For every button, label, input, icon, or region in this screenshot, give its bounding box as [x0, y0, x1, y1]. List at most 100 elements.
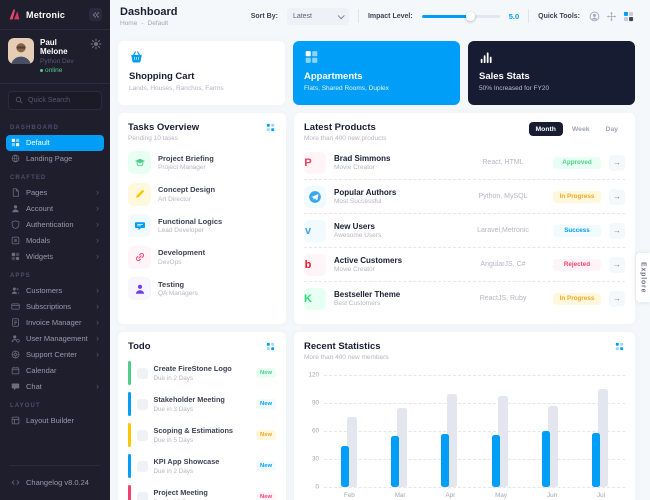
- arrow-right-icon[interactable]: →: [609, 188, 625, 205]
- period-tab[interactable]: Week: [565, 122, 597, 136]
- arrow-right-icon[interactable]: →: [609, 154, 625, 171]
- period-tab[interactable]: Day: [599, 122, 625, 136]
- changelog-link[interactable]: Changelog v8.0.24: [6, 474, 104, 490]
- todo-item[interactable]: KPI App Showcase Due in 2 Days New: [128, 454, 276, 478]
- sidebar-item[interactable]: Customers ›: [6, 283, 104, 299]
- arrow-right-icon[interactable]: →: [609, 256, 625, 273]
- sort-select[interactable]: Latest: [286, 7, 349, 25]
- task-item[interactable]: Concept Design Art Director: [128, 182, 276, 206]
- todo-item[interactable]: Project Meeting Due in 12 Days New: [128, 485, 276, 500]
- sidebar-item[interactable]: Layout Builder ›: [6, 413, 104, 429]
- user-circle-icon[interactable]: [589, 11, 600, 22]
- todo-item[interactable]: Stakeholder Meeting Due in 3 Days New: [128, 392, 276, 416]
- bar-primary[interactable]: [391, 436, 400, 487]
- todo-item[interactable]: Scoping & Estimations Due in 5 Days New: [128, 423, 276, 447]
- bar-secondary[interactable]: [447, 394, 458, 487]
- summary-card[interactable]: Sales Stats 50% Increased for FY20: [468, 41, 635, 105]
- task-item[interactable]: Testing QA Managers: [128, 277, 276, 300]
- sidebar-item[interactable]: Default ›: [6, 134, 104, 151]
- quick-tools-label: Quick Tools:: [538, 12, 580, 20]
- product-row[interactable]: P Brad Simmons Movie Creator React, HTML…: [304, 146, 625, 179]
- todo-checkbox[interactable]: [136, 367, 148, 379]
- chevron-right-icon: ›: [96, 317, 99, 327]
- task-item[interactable]: Development DevOps: [128, 245, 276, 269]
- x-tick-label: Jul: [596, 492, 606, 499]
- todo-card: Todo Create FireStone Logo Due in 2 Day: [118, 332, 286, 500]
- x-tick-label: Feb: [343, 492, 355, 499]
- arrow-right-icon[interactable]: →: [609, 222, 625, 239]
- todo-checkbox[interactable]: [136, 429, 148, 441]
- card-subtitle: Flats, Shared Rooms, Duplex: [304, 85, 389, 92]
- priority-bar: [128, 454, 131, 478]
- product-row[interactable]: Popular Authors Most Successful Python, …: [304, 179, 625, 213]
- user-role: Python Dev: [40, 57, 74, 65]
- dots-grid-icon[interactable]: [265, 122, 276, 133]
- task-item[interactable]: Functional Logics Lead Developer: [128, 214, 276, 237]
- period-tab[interactable]: Month: [528, 122, 563, 136]
- sidebar-item[interactable]: Account ›: [6, 201, 104, 217]
- arrow-right-icon[interactable]: →: [609, 290, 625, 307]
- slider-knob[interactable]: [465, 11, 475, 21]
- bar-secondary[interactable]: [547, 406, 558, 487]
- summary-card[interactable]: Shopping Cart Lands, Houses, Ranchos, Fa…: [118, 41, 285, 105]
- bar-secondary[interactable]: [497, 396, 508, 487]
- task-item[interactable]: Project Briefing Project Manager: [128, 151, 276, 174]
- sidebar-item[interactable]: Invoice Manager ›: [6, 315, 104, 331]
- impact-level-label: Impact Level:: [367, 12, 413, 20]
- bar-secondary[interactable]: [347, 417, 358, 487]
- bar-primary[interactable]: [491, 435, 500, 487]
- breadcrumb-home[interactable]: Home: [120, 19, 138, 27]
- dots-grid-icon[interactable]: [265, 341, 276, 352]
- sidebar-item[interactable]: Calendar ›: [6, 363, 104, 379]
- slider-fill: [421, 14, 471, 18]
- bar-primary[interactable]: [541, 431, 550, 487]
- product-row[interactable]: b Active Customers Movie Creator Angular…: [304, 247, 625, 281]
- sidebar-item[interactable]: Support Center ›: [6, 347, 104, 363]
- sidebar-item[interactable]: Subscriptions ›: [6, 299, 104, 315]
- impact-slider[interactable]: [421, 10, 500, 22]
- sidebar-item[interactable]: Authentication ›: [6, 217, 104, 233]
- new-badge: New: [256, 430, 276, 440]
- sidebar-item[interactable]: Pages ›: [6, 185, 104, 201]
- sidebar-item[interactable]: Landing Page ›: [6, 151, 104, 167]
- bar-primary[interactable]: [441, 434, 450, 487]
- product-row[interactable]: v New Users Awesome Users Laravel,Metron…: [304, 213, 625, 247]
- todo-checkbox[interactable]: [136, 491, 148, 500]
- sort-by-label: Sort By:: [250, 12, 278, 20]
- bar-secondary[interactable]: [397, 408, 408, 487]
- summary-card[interactable]: Appartments Flats, Shared Rooms, Duplex: [293, 41, 460, 105]
- bar-primary[interactable]: [591, 433, 600, 487]
- gridline: [324, 487, 625, 488]
- todo-checkbox[interactable]: [136, 398, 148, 410]
- user-name: Paul Melone: [40, 38, 68, 56]
- sidebar-toggle-icon[interactable]: [89, 8, 102, 21]
- y-tick-label: 90: [311, 399, 319, 407]
- product-row[interactable]: K Bestseller Theme Best Customers ReactJ…: [304, 281, 625, 315]
- bar-primary[interactable]: [341, 446, 350, 487]
- y-tick-label: 30: [311, 455, 319, 463]
- expand-arrows-icon[interactable]: [606, 11, 617, 22]
- dots-grid-icon[interactable]: [614, 341, 625, 352]
- bar-group: [441, 394, 458, 487]
- bar-secondary[interactable]: [597, 389, 608, 487]
- settings-gear-icon[interactable]: [90, 38, 102, 50]
- widgets-icon: [11, 252, 20, 261]
- apps-grid-icon[interactable]: [623, 11, 634, 22]
- priority-bar: [128, 361, 131, 385]
- gridline: [324, 375, 625, 376]
- sidebar-item[interactable]: Widgets ›: [6, 249, 104, 265]
- new-badge: New: [256, 368, 276, 378]
- sidebar-item[interactable]: Chat ›: [6, 379, 104, 395]
- code-icon: [11, 478, 20, 487]
- todo-checkbox[interactable]: [136, 460, 148, 472]
- explore-button[interactable]: Explore: [636, 253, 650, 303]
- sidebar-item[interactable]: Modals ›: [6, 233, 104, 249]
- squares-icon: [304, 50, 319, 64]
- sidebar-item[interactable]: User Management ›: [6, 331, 104, 347]
- avatar[interactable]: [8, 38, 34, 64]
- x-tick-label: Apr: [445, 492, 456, 499]
- chat-icon: [11, 382, 20, 391]
- todo-item[interactable]: Create FireStone Logo Due in 2 Days New: [128, 361, 276, 385]
- search-input[interactable]: Quick Search: [8, 90, 102, 110]
- pencil-icon: [128, 182, 151, 206]
